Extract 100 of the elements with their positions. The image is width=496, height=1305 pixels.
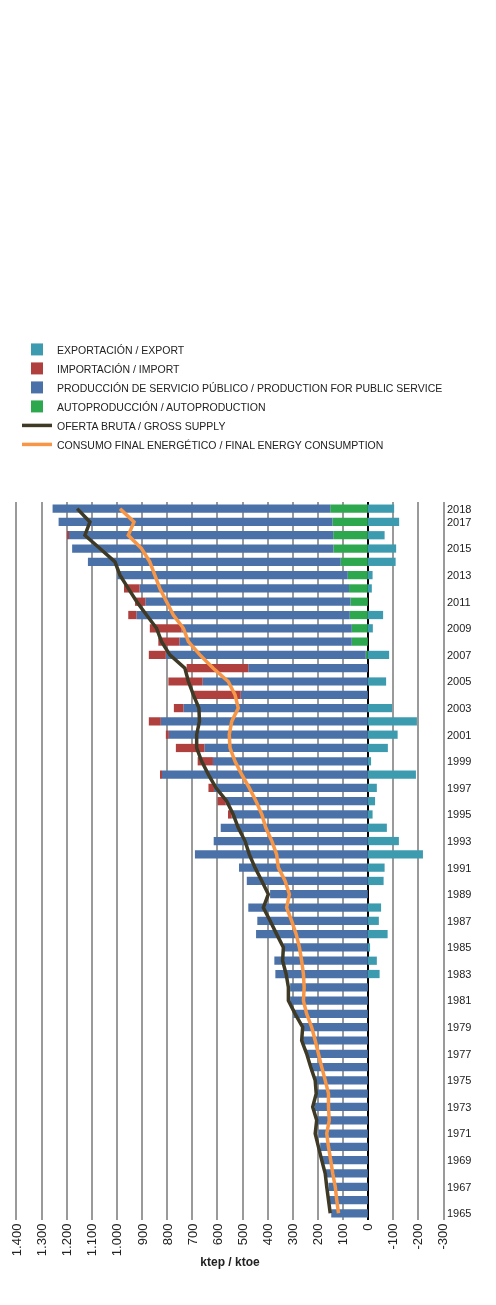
bar: [320, 1142, 368, 1151]
y-tick-label: 2003: [446, 701, 472, 714]
bar: [148, 650, 166, 660]
y-tick-label: 1989: [446, 888, 472, 901]
bar: [367, 743, 388, 753]
y-tick-label: 1973: [446, 1100, 472, 1113]
bar: [290, 983, 368, 992]
bar: [351, 637, 368, 646]
x-tick-label: 1.400: [9, 1223, 25, 1257]
bar: [240, 690, 368, 699]
bar: [367, 850, 423, 859]
x-tick-label: 1.200: [59, 1223, 75, 1257]
bar: [290, 996, 368, 1005]
bar: [367, 557, 396, 566]
y-tick-label: 1967: [446, 1180, 472, 1193]
bar: [340, 557, 368, 566]
bar: [367, 504, 395, 513]
bar: [367, 703, 393, 713]
x-tick-label: 0: [360, 1223, 376, 1231]
bar: [194, 850, 368, 859]
bar: [315, 1076, 368, 1085]
bar: [225, 797, 368, 806]
bar: [347, 571, 368, 580]
y-tick-label: 1995: [446, 808, 472, 821]
bar: [248, 903, 368, 912]
x-tick-label: 600: [209, 1223, 225, 1246]
y-tick-label: 1999: [446, 755, 472, 768]
bar: [367, 584, 372, 593]
bar: [367, 903, 382, 912]
legend-label: AUTOPRODUCCIÓN / AUTOPRODUCTION: [57, 400, 266, 413]
bar: [333, 531, 368, 540]
bar: [350, 597, 368, 606]
y-tick-label: 1993: [446, 834, 472, 847]
x-tick-label: -300: [435, 1223, 451, 1250]
bar: [165, 730, 169, 739]
y-tick-label: 1969: [446, 1154, 472, 1167]
bar: [58, 517, 333, 527]
y-tick-label: 1997: [446, 781, 472, 794]
bar: [367, 783, 377, 792]
x-tick-label: 200: [309, 1223, 325, 1246]
bar: [367, 863, 385, 872]
y-tick-label: 1979: [446, 1021, 472, 1034]
x-tick-label: 800: [159, 1223, 175, 1246]
bar: [367, 943, 371, 952]
bar: [202, 677, 368, 686]
y-tick-label: 1971: [446, 1127, 472, 1140]
bar: [72, 544, 334, 553]
x-tick-label: 900: [134, 1223, 150, 1246]
x-tick-label: 1.100: [84, 1223, 100, 1257]
bar: [270, 890, 368, 899]
bar: [367, 544, 397, 553]
bar: [181, 624, 352, 633]
bar: [301, 1036, 368, 1045]
bar: [183, 703, 368, 713]
x-tick-label: 1.300: [34, 1223, 50, 1257]
y-tick-label: 2001: [446, 728, 472, 741]
bar: [168, 730, 368, 739]
bar: [248, 664, 368, 673]
y-tick-label: 2009: [446, 622, 472, 635]
y-tick-label: 2005: [446, 675, 472, 688]
bar: [367, 770, 416, 779]
bar: [367, 650, 390, 660]
x-tick-label: 300: [284, 1223, 300, 1246]
y-tick-label: 2007: [446, 648, 472, 661]
y-tick-label: 1985: [446, 941, 472, 954]
bar: [165, 650, 366, 660]
bar: [128, 610, 137, 620]
bar: [367, 730, 398, 739]
y-tick-label: 2015: [446, 542, 472, 555]
bar: [367, 823, 387, 832]
bar: [367, 956, 377, 965]
y-tick-label: 2013: [446, 568, 472, 581]
y-tick-label: 2018: [446, 502, 472, 515]
bar: [161, 770, 368, 779]
bar: [256, 930, 368, 939]
bar: [231, 810, 368, 819]
bar: [367, 836, 399, 846]
bar: [367, 876, 384, 886]
bar: [367, 571, 373, 580]
bar: [136, 610, 350, 620]
bar: [367, 610, 384, 620]
y-tick-label: 1987: [446, 914, 472, 927]
bar: [117, 571, 348, 580]
bar: [213, 836, 368, 846]
bar: [365, 650, 368, 660]
bar: [367, 969, 380, 979]
bar: [332, 517, 368, 527]
bar: [246, 876, 368, 886]
bar: [148, 717, 161, 726]
bar: [173, 703, 184, 713]
bar: [367, 916, 379, 925]
bar: [330, 504, 368, 513]
bar: [314, 1102, 368, 1112]
legend-label: EXPORTACIÓN / EXPORT: [57, 343, 185, 356]
y-tick-label: 1991: [446, 861, 472, 874]
bar: [68, 531, 334, 540]
bar: [367, 517, 400, 527]
bar: [87, 557, 341, 566]
bar: [351, 624, 368, 633]
bar: [318, 1129, 368, 1138]
